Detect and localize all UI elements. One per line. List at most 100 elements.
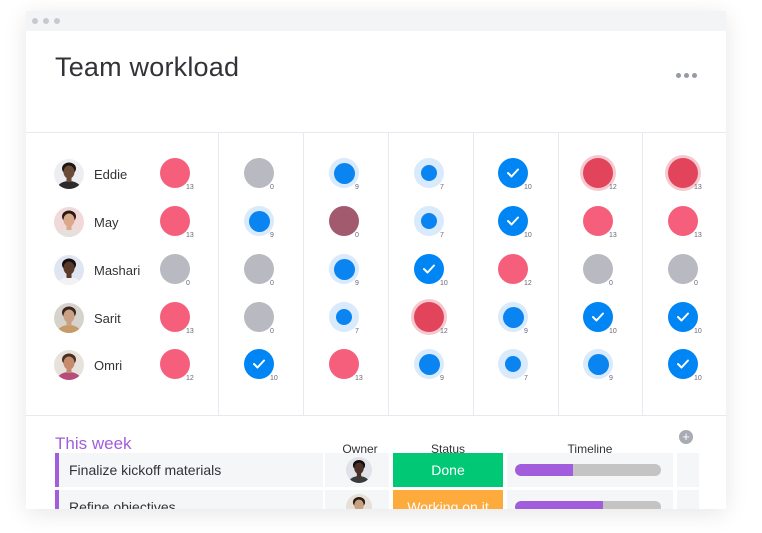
workload-indicator [668,206,698,236]
workload-indicator [414,349,444,379]
owner-column-header: Owner [342,442,378,456]
task-count: 10 [609,328,617,335]
avatar [54,207,84,237]
task-name-cell[interactable]: Refine objectives [59,490,323,509]
workload-cell[interactable]: 7 [498,349,542,389]
row-end-cell [677,453,699,487]
workload-cell[interactable]: 9 [583,349,627,389]
workload-cell[interactable]: 9 [414,349,458,389]
window-dot [32,18,38,24]
workload-cell[interactable]: 0 [583,254,627,294]
owner-cell[interactable] [325,490,389,509]
workload-cell[interactable]: 0 [244,302,288,342]
task-row[interactable]: Finalize kickoff materials Done [55,453,699,487]
group-color-bar [55,490,59,509]
workload-cell[interactable]: 13 [160,206,204,246]
task-row[interactable]: Refine objectives Working on it [55,490,699,509]
team-member-name: Sarit [94,311,121,326]
workload-cell[interactable]: 9 [329,158,373,198]
page-title: Team workload [55,52,240,82]
workload-cell[interactable]: 10 [244,349,288,389]
workload-cell[interactable]: 9 [329,254,373,294]
check-icon [668,302,698,332]
workload-indicator [329,206,359,236]
workload-cell[interactable]: 13 [329,349,373,389]
workload-cell[interactable]: 10 [668,302,712,342]
workload-cell[interactable]: 0 [244,254,288,294]
workload-cell[interactable]: 12 [583,158,627,198]
column-divider [303,132,304,415]
window-dot [54,18,60,24]
workload-cell[interactable]: 13 [668,206,712,246]
workload-indicator [160,158,190,188]
workload-cell[interactable]: 10 [414,254,458,294]
workload-cell[interactable]: 0 [329,206,373,246]
workload-cell[interactable]: 10 [583,302,627,342]
workload-cell[interactable]: 13 [160,158,204,198]
timeline-cell[interactable] [507,453,673,487]
page-header [26,31,726,133]
workload-cell[interactable]: 13 [160,302,204,342]
workload-cell[interactable]: 7 [414,206,458,246]
workload-cell[interactable]: 12 [160,349,204,389]
task-count: 10 [524,184,532,191]
task-count: 0 [270,280,274,287]
workload-cell[interactable]: 10 [498,206,542,246]
workload-cell[interactable]: 0 [668,254,712,294]
status-label[interactable]: Working on it [393,490,503,509]
avatar [54,303,84,333]
workload-cell[interactable]: 7 [414,158,458,198]
workload-cell[interactable]: 0 [160,254,204,294]
check-icon [498,206,528,236]
workload-indicator [583,349,613,379]
workload-cell[interactable]: 13 [583,206,627,246]
column-divider [473,132,474,415]
workload-cell[interactable]: 12 [414,302,458,342]
workload-cell[interactable]: 10 [498,158,542,198]
task-count: 0 [186,280,190,287]
window-dot [43,18,49,24]
workload-indicator [329,349,359,379]
workload-cell[interactable]: 12 [498,254,542,294]
row-end-cell [677,490,699,509]
workload-cell[interactable]: 0 [244,158,288,198]
workload-indicator [329,254,359,284]
task-count: 13 [186,232,194,239]
group-title[interactable]: This week [55,434,132,453]
owner-cell[interactable] [325,453,389,487]
workload-cell[interactable]: 9 [244,206,288,246]
task-count: 7 [440,184,444,191]
workload-window: Team workload Eddie 13 0 9 7 10 12 13 May 13 9 0 7 10… [26,11,726,509]
task-name-cell[interactable]: Finalize kickoff materials [59,453,323,487]
team-member-name: Mashari [94,263,141,278]
workload-indicator [498,302,528,332]
owner-avatar [346,457,372,483]
task-count: 12 [609,184,617,191]
task-count: 0 [355,232,359,239]
task-count: 12 [524,280,532,287]
task-count: 9 [355,280,359,287]
task-count: 9 [609,375,613,382]
check-icon [668,349,698,379]
workload-indicator [414,302,444,332]
workload-cell[interactable]: 7 [329,302,373,342]
timeline-cell[interactable] [507,490,673,509]
workload-indicator [414,206,444,236]
timeline-bar [515,464,661,476]
workload-cell[interactable]: 13 [668,158,712,198]
column-divider [218,132,219,415]
add-column-icon[interactable]: + [679,430,693,444]
workload-indicator [244,254,274,284]
status-label[interactable]: Done [393,453,503,487]
task-count: 13 [694,232,702,239]
task-count: 10 [270,375,278,382]
group-color-bar [55,453,59,487]
task-count: 13 [609,232,617,239]
workload-cell[interactable]: 10 [668,349,712,389]
status-column-header: Status [430,442,466,456]
task-count: 12 [440,328,448,335]
more-options-icon[interactable] [676,69,700,83]
check-icon [244,349,274,379]
workload-cell[interactable]: 9 [498,302,542,342]
task-count: 9 [355,184,359,191]
